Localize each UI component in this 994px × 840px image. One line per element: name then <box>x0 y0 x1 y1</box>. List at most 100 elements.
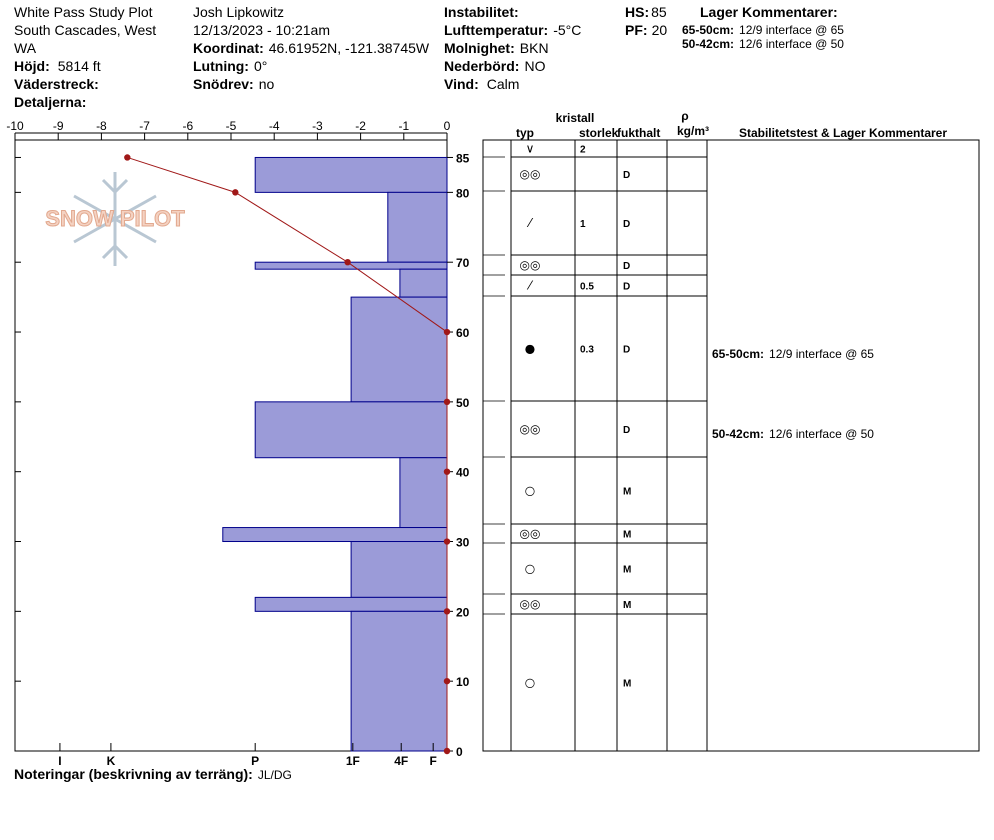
layer-comments-title: Lager Kommentarer: <box>700 4 838 20</box>
hardness-tick-label: 1F <box>346 754 360 768</box>
hardness-layer <box>222 527 448 543</box>
hardness-tick-label: 4F <box>394 754 408 768</box>
hardness-layer <box>350 541 448 598</box>
label: Molnighet: <box>444 40 515 56</box>
hs: HS: 85 <box>625 4 667 20</box>
depth-tick-label: 30 <box>456 536 470 550</box>
grain-type: ○ <box>525 484 535 498</box>
depth-tick-label: 20 <box>456 605 470 619</box>
col-header: ρ <box>681 109 688 123</box>
aspect: Väderstreck: <box>14 76 99 92</box>
logo-text: SNOW PILOT <box>45 206 185 231</box>
moisture: D <box>623 345 630 356</box>
temperature-point <box>443 608 451 615</box>
hardness-layer <box>399 457 448 529</box>
grain-type: ∨ <box>526 142 535 156</box>
temp-tick-label: -4 <box>269 119 280 133</box>
value: 0° <box>254 58 267 74</box>
label: Noteringar (beskrivning av terräng): <box>14 766 253 782</box>
table-grid <box>482 139 980 752</box>
depth-tick-label: 70 <box>456 256 470 270</box>
elevation: Höjd: 5814 ft <box>14 58 101 74</box>
value: 20 <box>652 22 668 38</box>
label: HS: <box>625 4 649 20</box>
layer-comment: 65-50cm: 12/9 interface @ 65 <box>682 23 844 37</box>
coordinates: Koordinat: 46.61952N, -121.38745W <box>193 40 430 56</box>
pf: PF: 20 <box>625 22 667 38</box>
hardness-tick-label: P <box>251 754 259 768</box>
grain-type: ⁄ <box>526 279 534 293</box>
col-header: kg/m³ <box>677 124 709 138</box>
temp-tick-label: -6 <box>182 119 193 133</box>
label: Nederbörd: <box>444 58 519 74</box>
text: 12/9 interface @ 65 <box>769 347 874 361</box>
temp-tick-label: -3 <box>312 119 323 133</box>
layer-comment: 50-42cm: 12/6 interface @ 50 <box>682 37 844 51</box>
temperature-point <box>443 538 451 545</box>
value: BKN <box>520 40 549 56</box>
wind: Vind: Calm <box>444 76 519 92</box>
hardness-tick-label: I <box>58 754 61 768</box>
moisture: D <box>623 261 630 272</box>
hardness-layer <box>254 261 448 270</box>
hardness-layer <box>399 268 448 298</box>
label: Vind: <box>444 76 479 92</box>
hardness-tick-label: K <box>107 754 116 768</box>
range: 50-42cm: <box>712 427 764 441</box>
grain-type: ○ <box>525 676 535 690</box>
depth-tick-label: 0 <box>456 745 463 759</box>
grain-size: 0.5 <box>580 282 594 293</box>
grain-type: ◎◎ <box>520 527 541 541</box>
moisture: M <box>623 565 631 576</box>
range: 50-42cm: <box>682 37 734 51</box>
value: 46.61952N, -121.38745W <box>269 40 430 56</box>
value: JL/DG <box>258 768 292 782</box>
range: 65-50cm: <box>682 23 734 37</box>
grain-type: ○ <box>525 562 535 576</box>
label: Koordinat: <box>193 40 264 56</box>
grain-size: 1 <box>580 219 586 230</box>
label: PF: <box>625 22 648 38</box>
hardness-layer <box>254 156 448 193</box>
temperature-point <box>443 398 451 406</box>
moisture: M <box>623 530 631 541</box>
temp-tick-label: -1 <box>398 119 409 133</box>
wind-loading: Snödrev: no <box>193 76 274 92</box>
temperature-point <box>232 189 239 196</box>
state: WA <box>14 40 37 56</box>
value: -5°C <box>553 22 581 38</box>
temperature-point <box>443 677 451 685</box>
air-temp: Lufttemperatur: -5°C <box>444 22 581 38</box>
hardness-tick-label: F <box>430 754 437 768</box>
depth-tick-label: 80 <box>456 186 470 200</box>
moisture: M <box>623 679 631 690</box>
temperature-point <box>124 154 131 161</box>
col-header: storlek <box>579 126 619 140</box>
table-comment: 50-42cm: 12/6 interface @ 50 <box>712 427 874 441</box>
grain-type: ◎◎ <box>520 422 541 436</box>
hardness-layer <box>350 296 448 403</box>
label: Snödrev: <box>193 76 254 92</box>
temp-tick-label: -10 <box>6 119 24 133</box>
moisture: D <box>623 219 630 230</box>
details: Detaljerna: <box>14 94 86 110</box>
moisture: M <box>623 487 631 498</box>
moisture: D <box>623 170 630 181</box>
temperature-point <box>443 747 451 755</box>
label: Lufttemperatur: <box>444 22 548 38</box>
text: 12/6 interface @ 50 <box>739 37 844 51</box>
moisture: D <box>623 425 630 436</box>
hardness-layer <box>387 191 448 263</box>
range: 65-50cm: <box>712 347 764 361</box>
hardness-layer <box>254 401 448 459</box>
table-comment: 65-50cm: 12/9 interface @ 65 <box>712 347 874 361</box>
value: NO <box>524 58 545 74</box>
temperature-point <box>443 468 451 475</box>
depth-tick-label: 10 <box>456 675 470 689</box>
grain-size: 2 <box>580 145 586 156</box>
grain-type: ◎◎ <box>520 167 541 181</box>
grain-type: ⁄ <box>526 216 534 230</box>
depth-tick-label: 60 <box>456 326 470 340</box>
depth-tick-label: 85 <box>456 151 470 165</box>
